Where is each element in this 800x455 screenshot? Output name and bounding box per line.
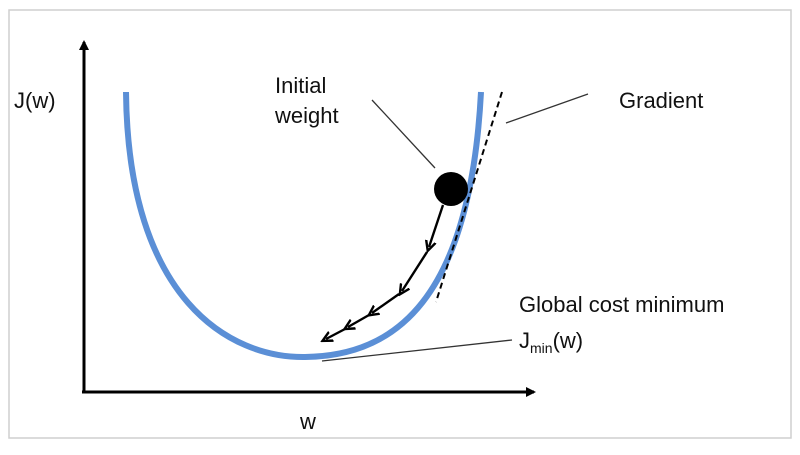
gradient-label: Gradient xyxy=(619,88,704,113)
cost-curve xyxy=(123,91,484,361)
initial-weight-line2: weight xyxy=(275,103,339,128)
global-cost-minimum-label: Global cost minimum xyxy=(519,292,725,317)
initial-weight-leader xyxy=(371,99,436,169)
x-axis-label: w xyxy=(300,409,316,434)
descent-step-arrow xyxy=(348,313,370,327)
gradient-tangent-line xyxy=(435,91,503,303)
jmin-subscript: min xyxy=(530,340,553,356)
figure-frame xyxy=(8,9,792,439)
y-axis-label: J(w) xyxy=(14,88,56,113)
global-min-leader xyxy=(321,339,513,362)
descent-steps xyxy=(326,204,445,339)
descent-step-arrow xyxy=(326,327,346,339)
initial-weight-line1: Initial xyxy=(275,73,327,98)
gradient-leader xyxy=(505,93,589,124)
initial-weight-point xyxy=(434,172,468,206)
jmin-label: Jmin(w) xyxy=(519,328,584,356)
descent-step-arrow xyxy=(372,293,400,313)
descent-step-arrow xyxy=(402,251,429,291)
initial-weight-label: Initial weight xyxy=(275,73,339,129)
jmin-argument: (w) xyxy=(552,328,584,353)
descent-step-arrow xyxy=(429,204,445,247)
jmin-base: J xyxy=(519,328,530,353)
